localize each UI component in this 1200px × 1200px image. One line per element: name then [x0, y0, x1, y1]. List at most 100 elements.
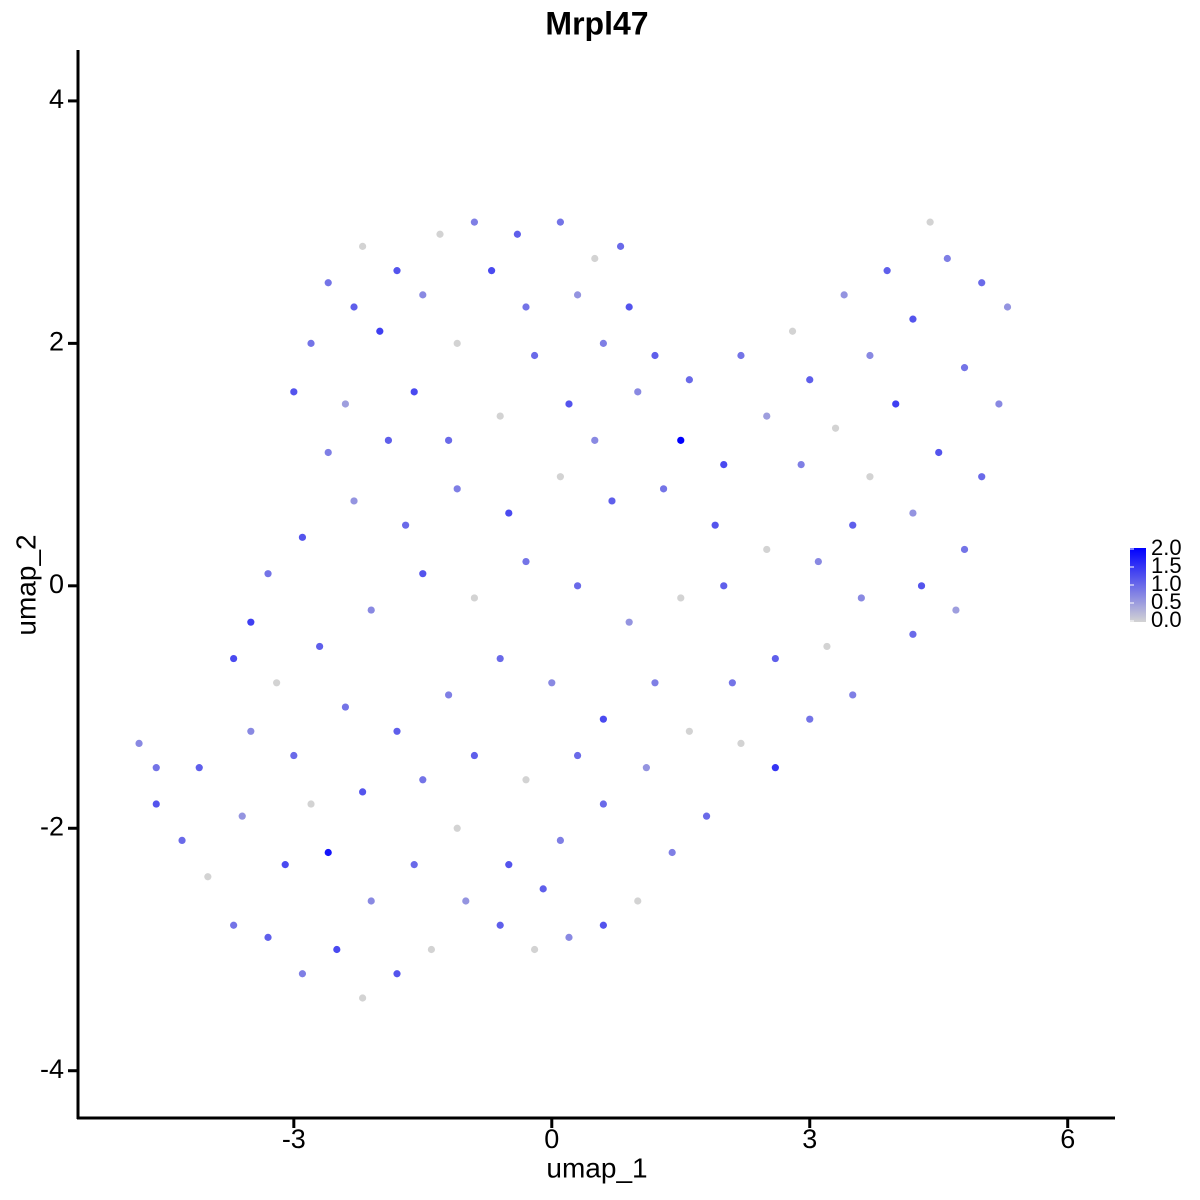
point [402, 521, 410, 529]
point [651, 679, 659, 687]
point [720, 582, 728, 590]
point [599, 715, 607, 723]
y-tick-label: 2 [49, 326, 64, 356]
point [840, 291, 848, 299]
point [685, 727, 693, 735]
point [264, 933, 272, 941]
point [892, 400, 900, 408]
colorbar-tick-label: 1.0 [1151, 571, 1182, 596]
point [857, 594, 865, 602]
point [548, 679, 556, 687]
point [505, 509, 513, 517]
x-tick-label: -3 [282, 1124, 306, 1154]
x-tick-label: 0 [544, 1124, 559, 1154]
point [737, 351, 745, 360]
point [195, 764, 203, 772]
point [599, 339, 607, 347]
point [565, 400, 573, 408]
point [685, 376, 693, 384]
point [470, 218, 478, 226]
point [453, 339, 461, 347]
point [556, 218, 564, 226]
point [316, 642, 324, 651]
x-tick-label: 3 [802, 1124, 817, 1154]
y-axis-label: umap_2 [10, 534, 41, 635]
point [281, 861, 289, 869]
point [307, 800, 315, 808]
point [866, 473, 874, 481]
point [135, 739, 143, 748]
points [135, 218, 1012, 1002]
point [530, 945, 539, 954]
point [419, 291, 427, 299]
point [445, 436, 453, 444]
point [298, 533, 307, 541]
point [556, 473, 564, 481]
point [496, 654, 504, 663]
y-tick-label: -4 [40, 1054, 64, 1084]
point [393, 727, 401, 735]
point [513, 230, 521, 238]
point [445, 691, 453, 699]
point [771, 654, 779, 663]
point [298, 970, 307, 978]
point [909, 315, 917, 323]
point [393, 970, 401, 978]
point [230, 921, 238, 929]
point [625, 618, 633, 626]
point [530, 351, 539, 360]
point [204, 873, 212, 881]
point [728, 679, 736, 687]
point [273, 679, 281, 687]
point [788, 327, 797, 335]
point [806, 715, 814, 723]
point [505, 861, 513, 869]
point [720, 460, 728, 469]
point [419, 776, 427, 784]
point [763, 545, 771, 554]
chart-title: Mrpl47 [545, 5, 648, 41]
point [737, 739, 745, 748]
x-axis-label: umap_1 [546, 1152, 647, 1183]
point [496, 921, 504, 929]
point [926, 218, 934, 226]
point [333, 945, 341, 954]
point [943, 254, 951, 263]
point [771, 764, 779, 772]
point [573, 582, 582, 590]
point [427, 945, 436, 954]
colorbar-tick-label: 2.0 [1151, 535, 1182, 560]
point [978, 279, 986, 287]
point [453, 485, 461, 493]
point [960, 545, 969, 554]
point [539, 885, 547, 893]
point [831, 424, 840, 432]
point [341, 400, 350, 408]
point [625, 303, 633, 311]
point [359, 788, 367, 796]
point [677, 594, 685, 602]
colorbar-tick-label: 0.0 [1151, 607, 1182, 632]
point [290, 388, 298, 396]
y-tick-label: 4 [49, 84, 64, 114]
point [247, 727, 255, 735]
y-tick-label: -2 [40, 811, 64, 841]
point [573, 291, 582, 299]
point [866, 351, 874, 360]
y-tick-label: 0 [49, 569, 64, 599]
point [556, 836, 564, 844]
point [1003, 303, 1012, 311]
point [806, 376, 814, 384]
point [384, 436, 393, 444]
point [591, 436, 599, 444]
point [359, 994, 367, 1002]
point [960, 364, 969, 372]
point [470, 751, 478, 760]
point [763, 412, 771, 420]
point [487, 267, 496, 275]
point [599, 921, 607, 929]
point [849, 691, 857, 699]
point [350, 303, 358, 311]
point [634, 897, 642, 905]
